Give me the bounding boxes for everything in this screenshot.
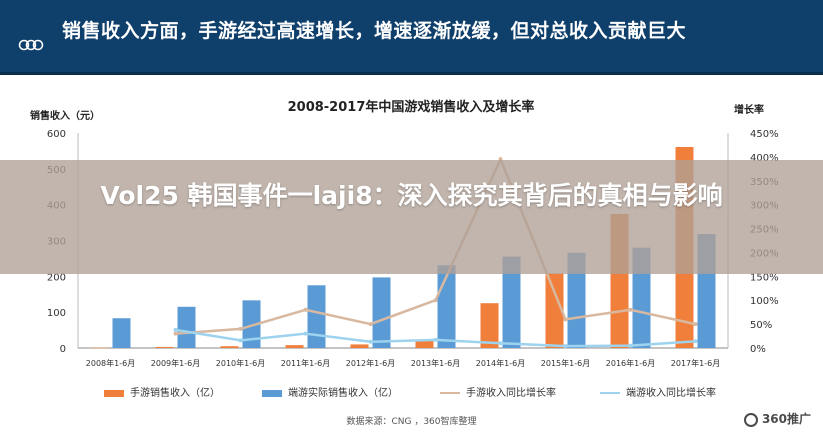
x-tick-label: 2009年1-6月 [151, 358, 200, 368]
x-tick-label: 2014年1-6月 [476, 358, 525, 368]
bar-mobile [480, 303, 499, 348]
legend-label-mobile-rate: 手游收入同比增长率 [466, 388, 556, 399]
point-pc-rate [628, 343, 633, 348]
point-pc-rate [693, 339, 698, 344]
headline: 销售收入方面，手游经过高速增长，增速逐渐放缓，但对总收入贡献巨大 [62, 20, 687, 42]
legend-item-mobile-rate: 手游收入同比增长率 [440, 384, 556, 399]
y-tick-label: 0 [60, 344, 66, 355]
y2-axis-label: 增长率 [734, 103, 764, 116]
bar-pc [177, 306, 196, 348]
bar-pc [372, 277, 391, 348]
point-mobile-rate [238, 326, 243, 331]
bar-mobile [545, 273, 564, 348]
point-mobile-rate [368, 322, 373, 327]
lines [173, 156, 698, 349]
header-banner: 销售收入方面，手游经过高速增长，增速逐渐放缓，但对总收入贡献巨大 [0, 0, 823, 75]
point-mobile-rate [173, 331, 178, 336]
legend-swatch-pc [262, 389, 282, 397]
bar-pc [567, 252, 586, 348]
x-tick-label: 2015年1-6月 [541, 358, 590, 368]
legend-swatch-mobile [104, 389, 124, 397]
y2-tick-label: 0% [750, 344, 766, 355]
bar-pc [307, 285, 326, 348]
point-pc-rate [368, 339, 373, 344]
point-mobile-rate [303, 307, 308, 312]
y2-tick-label: 100% [750, 296, 779, 307]
bar-pc [112, 318, 131, 348]
x-tick-label: 2017年1-6月 [671, 358, 720, 368]
point-mobile-rate [563, 317, 568, 322]
bar-pc [502, 256, 521, 348]
legend-label-pc: 端游实际销售收入（亿） [288, 388, 398, 399]
brand-label: 360推广 [761, 412, 811, 426]
point-pc-rate [238, 338, 243, 343]
x-tick-label: 2013年1-6月 [411, 358, 460, 368]
bar-mobile [155, 346, 174, 348]
overlay-title: Vol25 韩国事件一laji8：深入探究其背后的真相与影响 [100, 181, 723, 210]
legend-item-mobile: 手游销售收入（亿） [104, 384, 220, 399]
y-tick-label: 100 [47, 308, 66, 319]
x-tick-label: 2016年1-6月 [606, 358, 655, 368]
data-source: 数据来源：CNG ，360智库整理 [346, 417, 477, 427]
y2-tick-label: 400% [750, 153, 779, 164]
y2-tick-label: 50% [750, 320, 772, 331]
point-pc-rate [498, 341, 503, 346]
chart-title: 2008-2017年中国游戏销售收入及增长率 [288, 99, 535, 115]
bar-pc [242, 300, 261, 348]
legend-label-pc-rate: 端游收入同比增长率 [626, 388, 716, 399]
legend-label-mobile: 手游销售收入（亿） [130, 388, 220, 399]
point-pc-rate [303, 331, 308, 336]
point-mobile-rate [433, 298, 438, 303]
y-tick-label: 200 [47, 272, 66, 283]
point-pc-rate [433, 337, 438, 342]
x-tick-label: 2008年1-6月 [86, 358, 135, 368]
y2-tick-label: 150% [750, 272, 779, 283]
brand-icon [743, 412, 758, 427]
point-mobile-rate [628, 307, 633, 312]
brand-watermark: 360推广 [743, 410, 811, 427]
bar-mobile [90, 347, 109, 349]
y2-tick-label: 450% [750, 129, 779, 140]
legend: 手游销售收入（亿） 端游实际销售收入（亿） 手游收入同比增长率 端游收入同比增长… [0, 380, 823, 402]
x-tick-label: 2011年1-6月 [281, 358, 330, 368]
x-tick-label: 2010年1-6月 [216, 358, 265, 368]
legend-swatch-mobile-rate [440, 392, 460, 394]
y-axis-label: 销售收入（元） [30, 109, 100, 122]
bar-mobile [285, 345, 304, 348]
logo-icon [18, 39, 44, 51]
bar-mobile [415, 340, 434, 348]
legend-item-pc: 端游实际销售收入（亿） [262, 384, 398, 399]
point-mobile-rate [693, 322, 698, 327]
y-tick-label: 600 [47, 129, 66, 140]
point-pc-rate [173, 327, 178, 332]
x-tick-label: 2012年1-6月 [346, 358, 395, 368]
overlay-band [0, 160, 823, 274]
legend-swatch-pc-rate [600, 392, 620, 394]
bar-mobile [220, 346, 239, 348]
legend-item-pc-rate: 端游收入同比增长率 [600, 384, 716, 399]
bar-mobile [350, 344, 369, 348]
point-pc-rate [563, 344, 568, 349]
